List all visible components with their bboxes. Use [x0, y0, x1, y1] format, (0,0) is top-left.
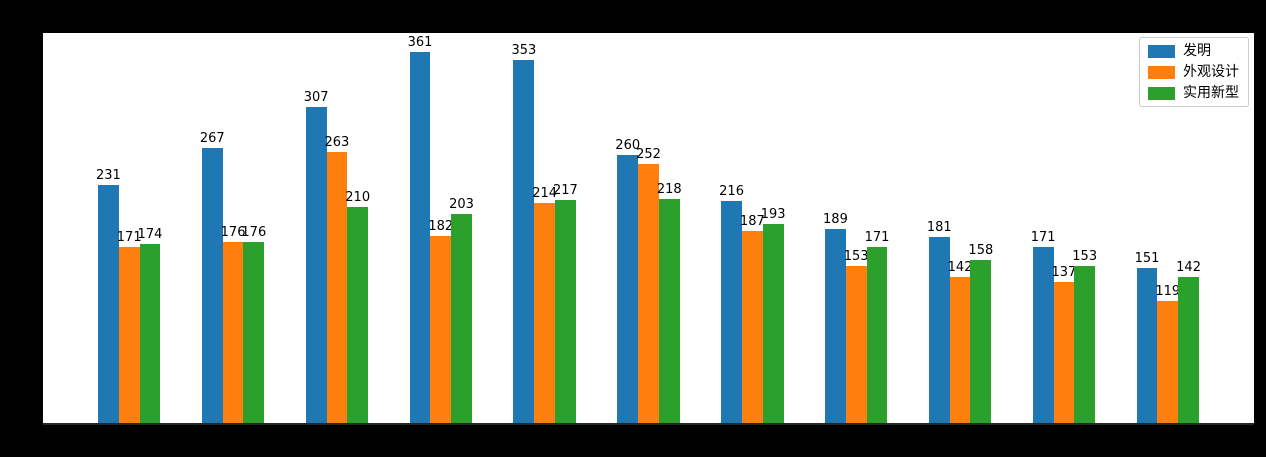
bar [555, 199, 576, 423]
bar-value-label: 263 [324, 135, 350, 151]
bar [1178, 276, 1199, 423]
bar-value-label: 153 [1072, 248, 1098, 264]
bar [949, 276, 971, 423]
bar-value-label: 217 [552, 182, 578, 198]
legend-swatch-icon [1148, 44, 1175, 58]
bar-value-label: 260 [615, 138, 641, 154]
legend-label: 实用新型 [1183, 85, 1239, 101]
bar [98, 185, 119, 423]
bar [513, 59, 535, 423]
legend-label: 发明 [1183, 43, 1211, 59]
bar-value-label: 171 [1030, 230, 1056, 246]
bar-value-label: 174 [137, 226, 163, 242]
bar-value-label: 142 [1176, 259, 1201, 275]
bar-value-label: 137 [1051, 265, 1077, 281]
bar [721, 200, 742, 423]
bar-value-label: 189 [823, 211, 848, 227]
bar-value-label: 252 [636, 146, 661, 162]
bar [1157, 300, 1179, 423]
bar [347, 206, 369, 423]
bar [638, 163, 659, 423]
plot-area: 231 267 307 361 353 260 216 189 181 171 151 171 176 2… [43, 33, 1254, 425]
bar [201, 148, 223, 423]
bar [451, 214, 472, 423]
bar [1032, 247, 1054, 423]
bar [139, 243, 161, 423]
bar-value-label: 231 [96, 168, 121, 184]
bar [326, 152, 348, 423]
bar-value-label: 171 [864, 230, 890, 246]
bar-value-label: 193 [760, 207, 786, 223]
bar [866, 247, 888, 423]
bar [1074, 265, 1096, 423]
bar [825, 228, 846, 423]
bar-value-label: 216 [719, 183, 744, 199]
bar-value-label: 153 [843, 248, 869, 264]
bar [762, 224, 784, 423]
bar-value-label: 182 [428, 218, 454, 234]
legend-item: 发明 [1148, 44, 1239, 58]
bar [243, 241, 265, 423]
bar [534, 202, 556, 423]
bar-value-label: 142 [947, 259, 973, 275]
bar [741, 230, 763, 423]
bar [305, 107, 327, 423]
bars-layer: 231 267 307 361 353 260 216 189 181 171 151 171 176 2… [43, 33, 1254, 423]
bar-value-label: 158 [968, 243, 994, 259]
legend-swatch-icon [1148, 86, 1175, 100]
bar [1136, 267, 1158, 423]
bar-value-label: 267 [199, 131, 225, 147]
bar-value-label: 307 [303, 90, 329, 106]
bar-value-label: 353 [511, 42, 537, 58]
bar [409, 51, 431, 423]
bar [1053, 282, 1075, 423]
legend-swatch-icon [1148, 65, 1175, 79]
bar-value-label: 151 [1134, 250, 1160, 266]
bar-value-label: 187 [739, 213, 765, 229]
bar-value-label: 176 [220, 224, 246, 240]
legend: 发明外观设计实用新型 [1139, 37, 1249, 107]
bar [928, 236, 950, 423]
bar-value-label: 210 [345, 189, 371, 205]
legend-item: 实用新型 [1148, 86, 1239, 100]
bar-value-label: 181 [926, 219, 952, 235]
bar-value-label: 361 [407, 34, 433, 50]
bar [430, 235, 452, 423]
bar-value-label: 218 [656, 181, 682, 197]
bar-value-label: 214 [532, 185, 558, 201]
legend-label: 外观设计 [1183, 64, 1239, 80]
bar [118, 247, 140, 423]
bar-value-label: 119 [1155, 283, 1181, 299]
bar-value-label: 203 [449, 197, 474, 213]
bar [222, 241, 244, 423]
bar-value-label: 171 [116, 230, 142, 246]
bar [970, 260, 992, 423]
bar [845, 265, 867, 423]
legend-item: 外观设计 [1148, 65, 1239, 79]
bar [658, 198, 680, 423]
bar-value-label: 176 [241, 224, 267, 240]
bar [617, 155, 639, 423]
